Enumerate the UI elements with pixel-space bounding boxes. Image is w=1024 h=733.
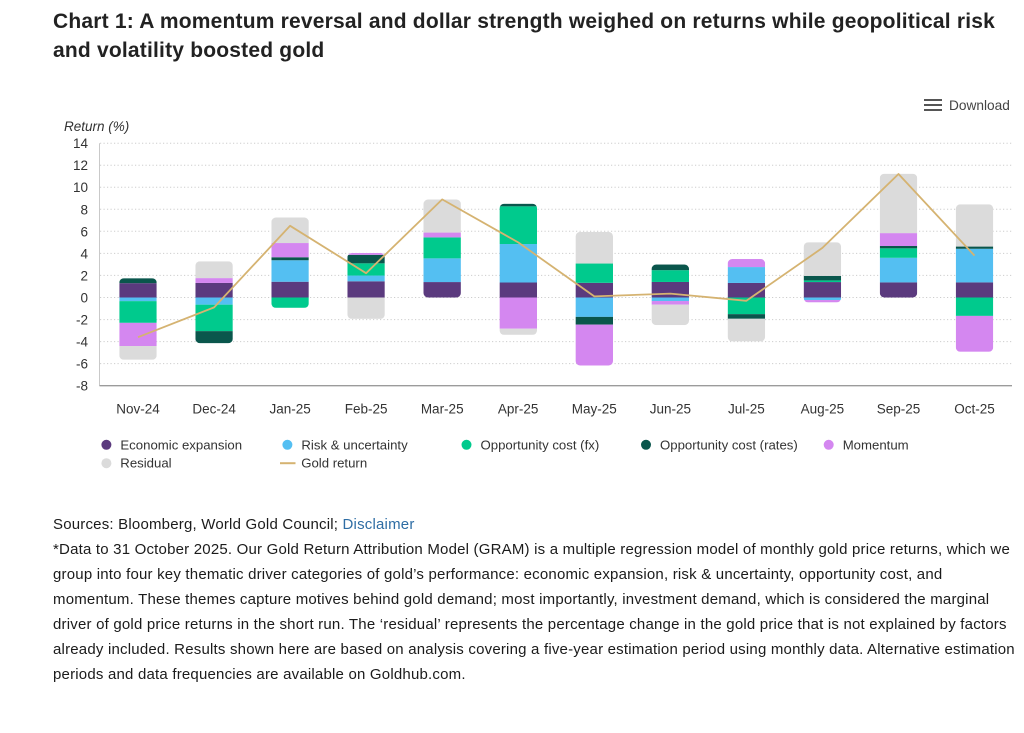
svg-text:6: 6 bbox=[80, 224, 88, 239]
svg-text:Opportunity cost (rates): Opportunity cost (rates) bbox=[660, 437, 798, 452]
svg-text:14: 14 bbox=[73, 136, 89, 151]
svg-text:Dec-24: Dec-24 bbox=[192, 402, 236, 417]
svg-text:Nov-24: Nov-24 bbox=[116, 402, 160, 417]
svg-text:Feb-25: Feb-25 bbox=[345, 402, 388, 417]
svg-text:Mar-25: Mar-25 bbox=[421, 402, 464, 417]
svg-text:2: 2 bbox=[80, 268, 88, 283]
svg-text:Risk & uncertainty: Risk & uncertainty bbox=[301, 437, 408, 452]
svg-text:-2: -2 bbox=[76, 313, 88, 328]
svg-text:Jun-25: Jun-25 bbox=[650, 402, 691, 417]
svg-text:Momentum: Momentum bbox=[843, 437, 909, 452]
svg-text:8: 8 bbox=[80, 202, 88, 217]
svg-text:10: 10 bbox=[73, 180, 88, 195]
svg-text:Gold return: Gold return bbox=[301, 456, 367, 471]
svg-text:-6: -6 bbox=[76, 357, 88, 372]
svg-text:Residual: Residual bbox=[120, 456, 171, 471]
svg-text:-4: -4 bbox=[76, 335, 88, 350]
svg-text:May-25: May-25 bbox=[572, 402, 617, 417]
svg-text:Oct-25: Oct-25 bbox=[954, 402, 995, 417]
svg-text:Sep-25: Sep-25 bbox=[877, 402, 921, 417]
svg-text:12: 12 bbox=[73, 158, 88, 173]
svg-text:Jul-25: Jul-25 bbox=[728, 402, 765, 417]
svg-text:-8: -8 bbox=[76, 379, 88, 394]
svg-text:Jan-25: Jan-25 bbox=[269, 402, 310, 417]
svg-text:Aug-25: Aug-25 bbox=[801, 402, 845, 417]
svg-text:Economic expansion: Economic expansion bbox=[120, 437, 242, 452]
svg-text:4: 4 bbox=[80, 246, 88, 261]
svg-text:Apr-25: Apr-25 bbox=[498, 402, 539, 417]
svg-text:0: 0 bbox=[80, 291, 88, 306]
svg-text:Opportunity cost (fx): Opportunity cost (fx) bbox=[481, 437, 600, 452]
